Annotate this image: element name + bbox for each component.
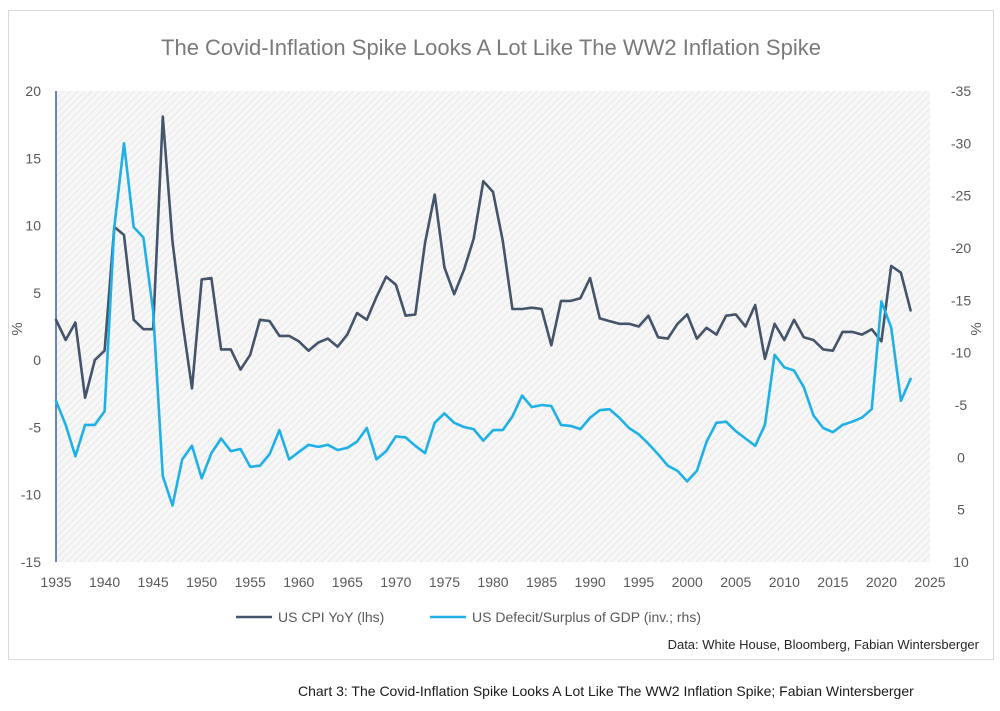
left-y-tick-label: -5 xyxy=(29,419,42,435)
left-y-tick-label: 5 xyxy=(33,285,41,301)
source-note: Data: White House, Bloomberg, Fabian Win… xyxy=(668,637,980,652)
chart-svg: The Covid-Inflation Spike Looks A Lot Li… xyxy=(9,35,985,652)
left-y-tick-label: -15 xyxy=(21,554,41,570)
chart-title: The Covid-Inflation Spike Looks A Lot Li… xyxy=(161,35,821,60)
x-tick-label: 2000 xyxy=(672,574,703,590)
right-y-axis-ticks: -35 -30 -25 -20 -15 -10 -5 0 5 10 xyxy=(951,83,971,570)
left-y-tick-label: -10 xyxy=(21,487,41,503)
figure-caption: Chart 3: The Covid-Inflation Spike Looks… xyxy=(298,683,914,699)
x-tick-label: 1990 xyxy=(575,574,606,590)
chart-frame: The Covid-Inflation Spike Looks A Lot Li… xyxy=(8,10,994,660)
x-tick-label: 2025 xyxy=(914,574,945,590)
left-y-axis-label: % xyxy=(9,322,26,335)
x-tick-label: 1940 xyxy=(89,574,120,590)
right-y-axis-label: % xyxy=(968,322,985,335)
right-y-tick-label: 10 xyxy=(953,554,969,570)
right-y-tick-label: -15 xyxy=(951,292,971,308)
left-y-tick-label: 15 xyxy=(25,150,41,166)
left-y-tick-label: 10 xyxy=(25,218,41,234)
x-tick-label: 1955 xyxy=(235,574,266,590)
cpi-series-line xyxy=(54,115,912,400)
x-tick-label: 2015 xyxy=(817,574,848,590)
x-tick-label: 2020 xyxy=(866,574,897,590)
x-tick-label: 2010 xyxy=(769,574,800,590)
right-y-tick-label: -25 xyxy=(951,188,971,204)
x-tick-label: 1945 xyxy=(138,574,169,590)
x-axis-ticks: 1935 1940 1945 1950 1955 1960 1965 1970 1975 1980… xyxy=(40,574,945,590)
x-tick-label: 1975 xyxy=(429,574,460,590)
x-tick-label: 1985 xyxy=(526,574,557,590)
right-y-tick-label: -30 xyxy=(951,135,971,151)
x-tick-label: 1935 xyxy=(40,574,71,590)
x-tick-label: 1950 xyxy=(186,574,217,590)
legend-entry: US Defecit/Surplus of GDP (inv.; rhs) xyxy=(472,609,701,625)
x-tick-label: 1960 xyxy=(283,574,314,590)
right-y-tick-label: 5 xyxy=(957,502,965,518)
plot-area xyxy=(56,91,930,562)
left-y-axis-ticks: 20 15 10 5 0 -5 -10 -15 xyxy=(21,83,41,570)
legend: US CPI YoY (lhs) US Defecit/Surplus of GD… xyxy=(236,609,701,625)
right-y-tick-label: 0 xyxy=(957,449,965,465)
right-y-tick-label: -20 xyxy=(951,240,971,256)
right-y-tick-label: -10 xyxy=(951,345,971,361)
x-tick-label: 1995 xyxy=(623,574,654,590)
x-tick-label: 2005 xyxy=(720,574,751,590)
right-y-tick-label: -5 xyxy=(955,397,968,413)
legend-entry: US CPI YoY (lhs) xyxy=(278,609,384,625)
series-lines xyxy=(54,115,912,507)
x-tick-label: 1980 xyxy=(477,574,508,590)
left-y-tick-label: 0 xyxy=(33,352,41,368)
left-y-tick-label: 20 xyxy=(25,83,41,99)
deficit-series-line xyxy=(54,142,912,507)
right-y-tick-label: -35 xyxy=(951,83,971,99)
x-tick-label: 1965 xyxy=(332,574,363,590)
x-tick-label: 1970 xyxy=(380,574,411,590)
